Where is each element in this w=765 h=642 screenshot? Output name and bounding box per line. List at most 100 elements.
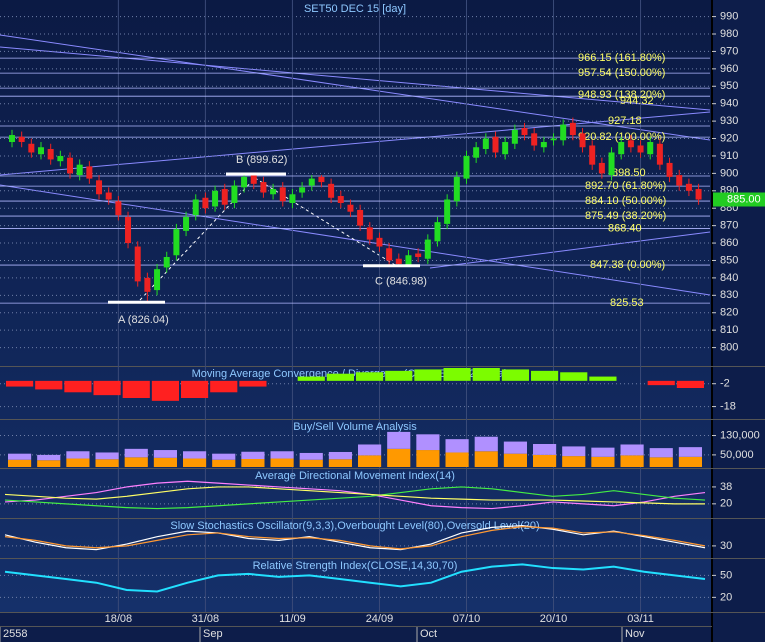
bar-segment [474,451,498,467]
candle-body [695,189,702,200]
x-tick-label: 03/11 [627,613,654,625]
bar-segment [212,459,236,467]
level-label: 898.50 [612,167,646,179]
candle-body [212,190,219,207]
bar [385,370,413,381]
candle-body [86,166,93,179]
month-label: 2558 [3,628,27,640]
candle-body [260,182,267,193]
candle-body [76,164,83,176]
bar-segment [153,457,177,467]
y-tick-label: 940 [720,98,738,110]
bar-segment [562,446,586,457]
candle-body [250,175,257,184]
candle-body [627,140,634,148]
level-label: 825.53 [610,297,644,309]
bar [647,380,675,386]
candle-body [173,229,180,256]
candle-body [308,178,315,186]
candle-body [67,157,74,174]
panel-title: Relative Strength Index(CLOSE,14,30,70) [253,560,458,572]
bar-segment [66,458,90,467]
candle-body [154,269,161,291]
y-tick-label: -2 [720,378,730,390]
candle-body [598,162,605,174]
level-label: 847.38 (0.00%) [590,259,665,271]
candle-body [38,147,45,155]
bar [297,376,325,381]
level-label: 875.49 (38.20%) [585,210,666,222]
indicator-line [4,480,706,510]
bar-segment [503,453,527,467]
candle-body [28,143,35,153]
candle-body [270,189,277,195]
bar [35,380,63,390]
candle-body [540,142,547,148]
y-tick-label: 850 [720,254,738,266]
bar [531,370,559,381]
candle-body [531,133,538,146]
bar-segment [678,456,702,467]
candle-body [202,197,209,209]
bar [210,380,238,393]
candle-body [337,196,344,203]
y-tick-label: 38 [720,481,732,493]
bar-segment [153,450,177,458]
candle-body [279,187,286,202]
bar-segment [649,448,673,458]
indicator-line [4,563,706,593]
candle-body [231,185,238,203]
candle-body [434,222,441,242]
bar-segment [649,457,673,467]
y-tick-label: 910 [720,150,738,162]
candle-body [608,152,615,176]
chart-title: SET50 DEC 15 [day] [304,3,406,15]
candle-body [589,145,596,165]
candle-body [105,192,112,200]
bar-segment [328,459,352,467]
x-tick-label: 24/09 [366,613,394,625]
indicator-line [4,526,706,550]
level-label: 957.54 (150.00%) [578,67,665,79]
level-label: 948.93 (138.20%) [578,89,665,101]
bar-segment [37,460,61,467]
bar-segment [124,448,148,458]
bar [472,368,500,381]
candle-body [18,136,25,143]
candle-body [521,128,528,136]
bar-segment [270,451,294,459]
y-tick-label: 970 [720,45,738,57]
bar-segment [533,454,557,467]
y-tick-label: 800 [720,341,738,353]
last-price-label: 885.00 [727,193,761,205]
bar-segment [503,441,527,454]
x-tick-label: 31/08 [192,613,220,625]
candle-body [569,122,576,136]
candle-body [347,204,354,212]
bar-segment [416,434,440,451]
bar-segment [183,451,207,459]
y-tick-label: 840 [720,272,738,284]
candle-body [57,155,64,162]
candle-body [328,183,335,198]
bar [676,380,704,388]
y-tick-label: 30 [720,540,732,552]
candle-body [9,135,15,143]
y-tick-label: 830 [720,289,738,301]
candle-body [550,138,557,141]
candle-body [241,176,248,188]
bar [356,372,384,381]
x-tick-label: 11/09 [279,613,306,625]
bar-segment [183,458,207,467]
candle-body [357,209,364,226]
level-label: 966.15 (161.80%) [578,52,665,64]
level-label: 884.10 (50.00%) [585,195,666,207]
bar [326,373,354,381]
candle-body [492,136,499,153]
bar-segment [387,431,411,449]
panel-separators [0,366,765,627]
month-label: Nov [625,628,645,640]
panel-title: Slow Stochastics Oscillator(9,3,3),Overb… [170,520,539,532]
pivot-label: C (846.98) [375,276,427,288]
last-price-box [713,192,765,207]
